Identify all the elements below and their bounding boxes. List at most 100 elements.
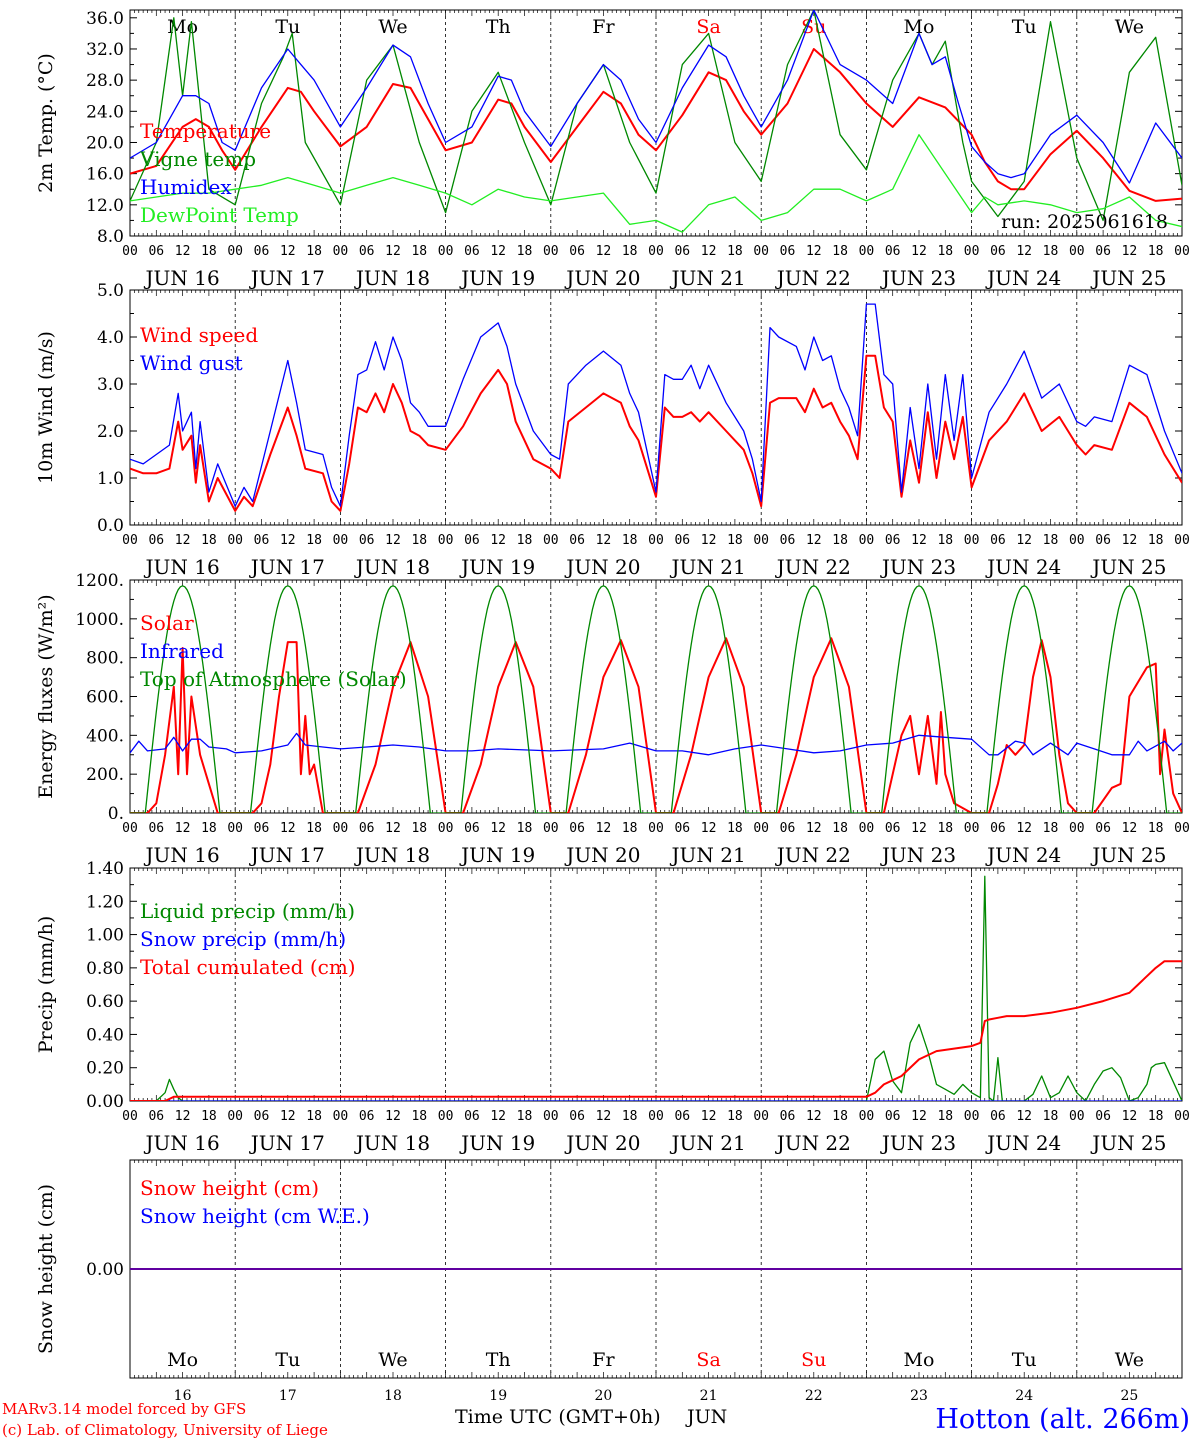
hour-tick-label: 12 xyxy=(1122,1109,1138,1124)
hour-tick-label: 18 xyxy=(937,1109,953,1124)
date-label: JUN 21 xyxy=(670,555,746,579)
legend-entry: Temperature xyxy=(140,119,271,143)
hour-tick-label: 18 xyxy=(832,1109,848,1124)
hour-tick-label: 18 xyxy=(306,821,322,836)
legend-entry: Wind gust xyxy=(140,351,243,375)
y-axis-label: Energy fluxes (W/m²) xyxy=(35,594,57,798)
station-name: Hotton (alt. 266m) xyxy=(935,1404,1190,1435)
weekday-label: We xyxy=(1115,1349,1144,1371)
hour-tick-label: 18 xyxy=(622,244,638,259)
hour-tick-label: 12 xyxy=(1016,244,1032,259)
date-label: JUN 18 xyxy=(354,266,430,290)
hour-tick-label: 12 xyxy=(596,821,612,836)
hour-tick-label: 00 xyxy=(1069,244,1085,259)
y-tick-label: 36.0 xyxy=(86,9,124,29)
y-tick-label: 12.0 xyxy=(86,196,124,216)
day-number-label: 17 xyxy=(279,1388,297,1404)
y-axis-label: 2m Temp. (°C) xyxy=(35,53,57,193)
hour-tick-label: 06 xyxy=(1095,244,1111,259)
hour-tick-label: 12 xyxy=(280,1109,296,1124)
y-tick-label: 24.0 xyxy=(86,102,124,122)
hour-tick-label: 12 xyxy=(701,821,717,836)
hour-tick-label: 06 xyxy=(359,244,375,259)
legend-entry: Snow precip (mm/h) xyxy=(140,927,346,951)
hour-tick-label: 00 xyxy=(122,1109,138,1124)
hour-tick-label: 18 xyxy=(201,244,217,259)
hour-tick-label: 00 xyxy=(122,821,138,836)
hour-tick-label: 00 xyxy=(227,533,243,548)
hour-tick-label: 06 xyxy=(148,244,164,259)
day-number-label: 24 xyxy=(1015,1388,1033,1404)
hour-tick-label: 00 xyxy=(1069,1109,1085,1124)
y-tick-label: 1.40 xyxy=(86,859,124,879)
hour-tick-label: 18 xyxy=(937,821,953,836)
hour-tick-label: 00 xyxy=(227,1109,243,1124)
date-label: JUN 20 xyxy=(564,266,640,290)
legend-entry: Humidex xyxy=(140,175,232,199)
hour-tick-label: 06 xyxy=(1095,533,1111,548)
weekday-label: Mo xyxy=(167,1349,198,1371)
weekday-label: Mo xyxy=(904,16,935,38)
series-group xyxy=(130,303,1182,512)
hour-tick-label: 18 xyxy=(1148,821,1164,836)
date-label: JUN 24 xyxy=(985,843,1061,867)
hour-tick-label: 00 xyxy=(753,244,769,259)
hour-tick-label: 06 xyxy=(254,533,270,548)
hour-tick-label: 12 xyxy=(806,533,822,548)
copyright-credit: (c) Lab. of Climatology, University of L… xyxy=(2,1421,328,1439)
panel-5: 0.00 Snow height (cm) Mo Tu We Th Fr Sa Su Mo Tu We… xyxy=(35,1159,1183,1404)
date-label: JUN 20 xyxy=(564,843,640,867)
legend-entry: Snow height (cm W.E.) xyxy=(140,1204,370,1228)
date-label: JUN 24 xyxy=(985,555,1061,579)
weekday-label: Tu xyxy=(275,16,300,38)
hour-tick-label: 00 xyxy=(859,244,875,259)
hour-tick-label: 06 xyxy=(1095,1109,1111,1124)
hour-tick-label: 06 xyxy=(780,533,796,548)
hour-tick-label: 00 xyxy=(1174,821,1190,836)
hour-tick-label: 06 xyxy=(674,244,690,259)
series-line-wind-speed xyxy=(130,354,1182,512)
hour-tick-label: 06 xyxy=(148,1109,164,1124)
y-tick-label: 5.0 xyxy=(97,281,124,301)
hour-tick-label: 06 xyxy=(569,244,585,259)
x-minor-ticks xyxy=(129,580,1183,813)
legend-entry: Snow height (cm) xyxy=(140,1176,319,1200)
x-minor-ticks xyxy=(129,1160,1183,1378)
hour-tick-label: 00 xyxy=(1174,1109,1190,1124)
legend-entry: Wind speed xyxy=(140,323,258,347)
hour-tick-label: 06 xyxy=(569,1109,585,1124)
hour-tick-label: 12 xyxy=(1016,533,1032,548)
y-tick-label: 16.0 xyxy=(86,165,124,185)
y-tick-label: 1.00 xyxy=(86,926,124,946)
weekday-label: Th xyxy=(486,1349,511,1371)
date-label: JUN 19 xyxy=(459,843,535,867)
date-label: JUN 17 xyxy=(249,555,325,579)
date-label: JUN 21 xyxy=(670,1131,746,1155)
hour-tick-label: 18 xyxy=(727,244,743,259)
legend-entry: Total cumulated (cm) xyxy=(140,955,356,979)
date-label: JUN 24 xyxy=(985,266,1061,290)
hour-tick-label: 12 xyxy=(911,1109,927,1124)
date-label: JUN 20 xyxy=(564,1131,640,1155)
weekday-label: Tu xyxy=(1012,16,1037,38)
hour-tick-label: 12 xyxy=(175,533,191,548)
hour-tick-label: 18 xyxy=(1043,821,1059,836)
date-label: JUN 22 xyxy=(775,843,851,867)
weekday-label: Fr xyxy=(592,16,615,38)
hour-tick-label: 12 xyxy=(911,533,927,548)
hour-tick-label: 00 xyxy=(964,1109,980,1124)
weekday-label: Fr xyxy=(592,1349,615,1371)
series-line-infrared xyxy=(130,732,1182,756)
x-minor-ticks xyxy=(129,868,1183,1101)
hour-tick-label: 00 xyxy=(1069,821,1085,836)
hour-tick-label: 18 xyxy=(1148,1109,1164,1124)
y-tick-label: 32.0 xyxy=(86,40,124,60)
y-tick-label: 0. xyxy=(108,804,124,824)
hour-tick-label: 18 xyxy=(201,1109,217,1124)
hour-tick-label: 18 xyxy=(727,533,743,548)
date-label: JUN 17 xyxy=(249,843,325,867)
day-number-label: 20 xyxy=(594,1388,612,1404)
weekday-label: We xyxy=(1115,16,1144,38)
date-label: JUN 25 xyxy=(1090,266,1166,290)
hour-tick-label: 00 xyxy=(648,821,664,836)
